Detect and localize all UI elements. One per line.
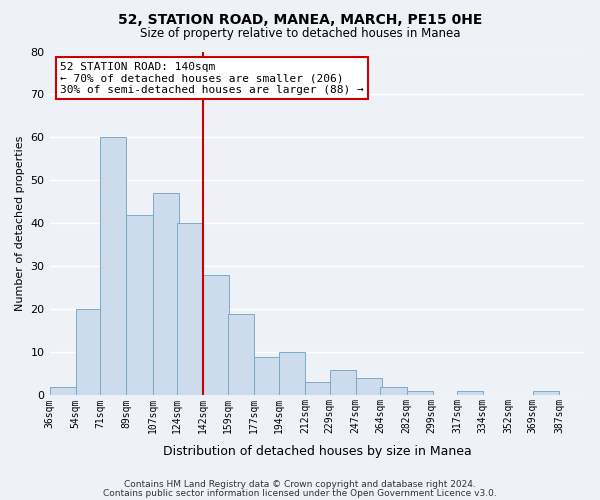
- Y-axis label: Number of detached properties: Number of detached properties: [15, 136, 25, 311]
- Bar: [203, 275, 229, 396]
- Bar: [407, 391, 433, 396]
- Text: 52 STATION ROAD: 140sqm
← 70% of detached houses are smaller (206)
30% of semi-d: 52 STATION ROAD: 140sqm ← 70% of detache…: [60, 62, 364, 95]
- Text: Contains public sector information licensed under the Open Government Licence v3: Contains public sector information licen…: [103, 488, 497, 498]
- Bar: [254, 356, 280, 396]
- Text: Contains HM Land Registry data © Crown copyright and database right 2024.: Contains HM Land Registry data © Crown c…: [124, 480, 476, 489]
- Bar: [228, 314, 254, 396]
- Bar: [152, 194, 179, 396]
- Bar: [329, 370, 356, 396]
- Text: 52, STATION ROAD, MANEA, MARCH, PE15 0HE: 52, STATION ROAD, MANEA, MARCH, PE15 0HE: [118, 12, 482, 26]
- Bar: [380, 387, 407, 396]
- Bar: [127, 215, 152, 396]
- X-axis label: Distribution of detached houses by size in Manea: Distribution of detached houses by size …: [163, 444, 472, 458]
- Bar: [533, 391, 559, 396]
- Bar: [100, 138, 127, 396]
- Bar: [279, 352, 305, 396]
- Bar: [356, 378, 382, 396]
- Bar: [305, 382, 331, 396]
- Bar: [50, 387, 76, 396]
- Bar: [457, 391, 484, 396]
- Bar: [76, 310, 102, 396]
- Bar: [177, 224, 203, 396]
- Text: Size of property relative to detached houses in Manea: Size of property relative to detached ho…: [140, 28, 460, 40]
